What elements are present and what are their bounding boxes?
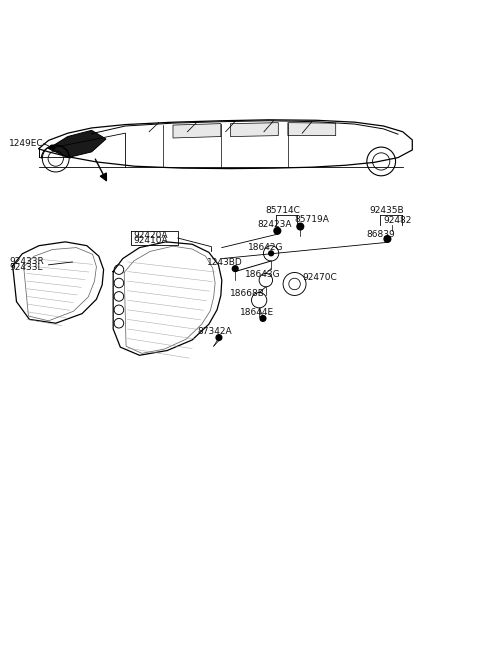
Text: 86839: 86839 xyxy=(367,230,396,239)
Polygon shape xyxy=(288,123,336,136)
Polygon shape xyxy=(173,123,221,138)
Text: 1249EC: 1249EC xyxy=(9,139,44,148)
Text: 85714C: 85714C xyxy=(265,206,300,215)
Polygon shape xyxy=(48,131,106,157)
Circle shape xyxy=(384,236,391,242)
Polygon shape xyxy=(230,123,278,136)
Circle shape xyxy=(269,251,274,256)
Text: 92410A: 92410A xyxy=(134,236,168,245)
Circle shape xyxy=(274,228,281,234)
Circle shape xyxy=(232,266,238,272)
Text: 87342A: 87342A xyxy=(197,327,231,337)
Text: 1243BD: 1243BD xyxy=(206,258,242,268)
Circle shape xyxy=(297,223,304,230)
Text: 92482: 92482 xyxy=(384,216,412,225)
Circle shape xyxy=(216,335,222,340)
Text: 82423A: 82423A xyxy=(257,220,292,229)
Circle shape xyxy=(50,145,55,150)
Text: 18643G: 18643G xyxy=(245,270,280,279)
Text: 92470C: 92470C xyxy=(302,273,337,282)
Text: 92420A: 92420A xyxy=(134,231,168,239)
Text: 18668B: 18668B xyxy=(230,289,265,298)
Text: 92433L: 92433L xyxy=(9,263,43,272)
Text: 18642G: 18642G xyxy=(248,243,283,252)
Text: 92435B: 92435B xyxy=(369,206,404,215)
Circle shape xyxy=(260,316,266,321)
Text: 18644E: 18644E xyxy=(240,308,274,318)
Text: 92433R: 92433R xyxy=(9,257,44,266)
Text: 85719A: 85719A xyxy=(295,215,329,224)
